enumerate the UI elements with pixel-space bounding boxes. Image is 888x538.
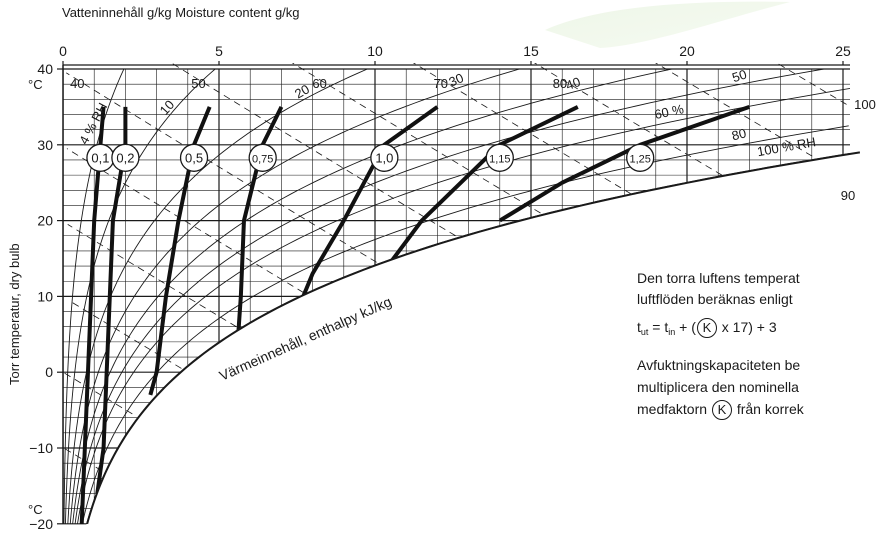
top-axis-label: Vatteninnehåll g/kg Moisture content g/k…	[62, 5, 300, 20]
decorative-leaf	[545, 1, 790, 49]
enthalpy-label: 100	[854, 97, 876, 112]
rh-label: 80	[730, 125, 748, 143]
x-tick-label: 15	[523, 43, 539, 59]
side-note-line1: Den torra luftens temperat	[637, 270, 800, 286]
enthalpy-line	[170, 63, 456, 237]
saturation-curve	[86, 151, 861, 525]
k-curve	[388, 105, 579, 264]
enthalpy-label: 90	[841, 188, 855, 203]
y-tick-label: −10	[29, 440, 53, 456]
rh-label: 4 % RH	[76, 100, 110, 147]
k-curve	[498, 105, 751, 223]
x-tick-label: 10	[367, 43, 383, 59]
side-note-line2: luftflöden beräknas enligt	[637, 291, 793, 307]
rh-label: 100 % RH	[756, 134, 817, 159]
rh-label: 60 %	[653, 101, 686, 122]
enthalpy-line	[291, 63, 541, 214]
rh-label: 40	[564, 74, 583, 93]
enthalpy-label: 70	[434, 76, 448, 91]
y-tick-label: 10	[37, 288, 53, 304]
formula: tut = tin + (K x 17) + 3	[637, 318, 777, 339]
rh-label: 50	[730, 67, 748, 86]
y-tick-label: 0	[45, 364, 53, 380]
k-curve	[235, 106, 284, 343]
rh-label: 30	[447, 70, 466, 90]
enthalpy-line	[66, 148, 304, 293]
rh-curve	[64, 68, 216, 524]
x-tick-label: 5	[215, 43, 223, 59]
left-axis-label: Torr temperatur, dry bulb	[7, 243, 22, 385]
side-note-line4: multiplicera den nominella	[637, 379, 799, 395]
rh-curve	[74, 68, 824, 524]
x-tick-label: 20	[679, 43, 695, 59]
rh-label: 20	[292, 81, 312, 101]
k-label: 1,15	[489, 153, 510, 165]
y-tick-label: 20	[37, 213, 53, 229]
enthalpy-label: 60	[312, 76, 326, 91]
saturation-mask	[65, 69, 860, 538]
y-tick-label: −20	[29, 516, 53, 532]
enthalpy-line	[655, 63, 813, 157]
k-label-circle	[370, 143, 399, 172]
enthalpy-label: 50	[191, 76, 205, 91]
y-tick-label: 40	[37, 61, 53, 77]
k-label-circle	[485, 143, 514, 172]
k-label: 0,1	[91, 150, 109, 165]
k-label-circle	[248, 143, 277, 172]
k-label: 1,0	[375, 150, 393, 165]
side-note-line5: medfaktorn K från korrek	[637, 399, 804, 421]
x-tick-label: 25	[835, 43, 851, 59]
enthalpy-line	[63, 447, 102, 472]
side-note-line3: Avfuktningskapaciteten be	[637, 357, 801, 373]
k-symbol-note: K	[711, 400, 732, 421]
enthalpy-line	[412, 63, 632, 195]
unit-top: °C	[28, 77, 43, 92]
enthalpy-label: 40	[70, 76, 84, 91]
k-label: 1,25	[629, 153, 650, 165]
y-tick-label: 30	[37, 137, 53, 153]
enthalpy-line	[776, 63, 850, 107]
k-label: 0,2	[116, 150, 134, 165]
enthalpy-line	[65, 72, 377, 263]
k-label-circle	[111, 143, 140, 172]
k-label: 0,5	[185, 150, 203, 165]
k-curve	[148, 106, 212, 396]
unit-bottom: °C	[28, 502, 43, 517]
enthalpy-line	[68, 299, 182, 369]
enthalpy-label: 80	[553, 76, 567, 91]
enthalpy-line	[63, 371, 133, 415]
k-label-circle	[179, 143, 209, 172]
x-tick-label: 0	[59, 43, 67, 59]
k-label-circle	[626, 143, 655, 172]
k-symbol-formula: K	[696, 318, 717, 339]
k-label: 0,75	[252, 153, 273, 165]
k-curve	[301, 105, 439, 298]
enthalpy-line	[67, 224, 237, 328]
rh-curve	[69, 68, 520, 524]
